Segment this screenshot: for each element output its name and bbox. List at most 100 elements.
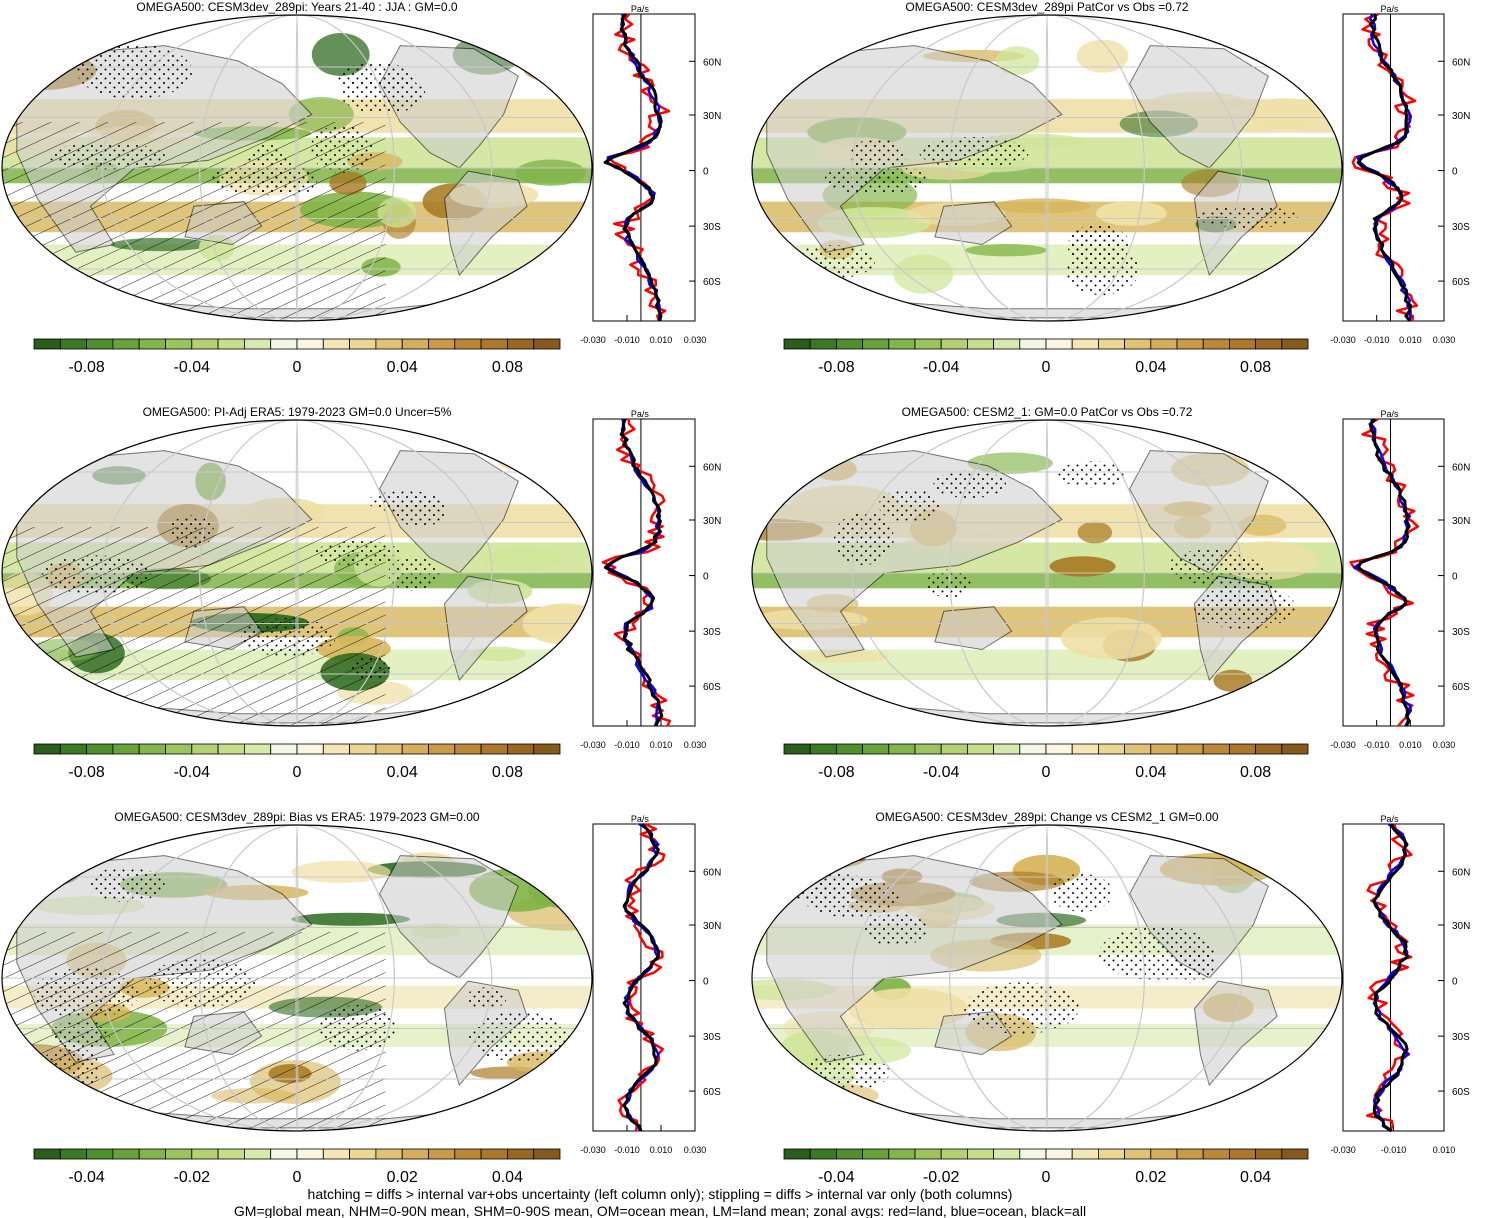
colorbar-box: [533, 338, 561, 350]
zonal-mean-plot: Pa/s 60N 30N 0 30S 60S -0.030 -0.010 0.010 0.030: [580, 409, 721, 750]
field-band: [752, 1023, 1342, 1047]
panel-title: OMEGA500: CESM3dev_289pi: Change vs CESM…: [875, 810, 1219, 824]
colorbar-box: [296, 338, 324, 350]
lat-label: 30N: [703, 921, 721, 932]
graticule-line: [199, 420, 395, 726]
stippling: [1065, 244, 1140, 296]
zonal-x-label: -0.010: [614, 1145, 640, 1155]
stippling: [33, 968, 139, 1019]
zonal-curve: [1349, 417, 1420, 727]
colorbar-box: [914, 743, 942, 755]
colorbar-label: -0.04: [818, 1169, 855, 1186]
field-blob: [796, 650, 889, 663]
zonal-x-label: 0.010: [1433, 1145, 1456, 1155]
colorbar-box: [243, 743, 272, 755]
colorbar-box: [33, 338, 61, 350]
stippling: [77, 44, 193, 100]
colorbar-box: [1255, 743, 1283, 755]
colorbar-box: [375, 743, 403, 755]
colorbar-box: [993, 1148, 1021, 1160]
map: [752, 420, 1342, 726]
footer-line-1: hatching = diffs > internal var+obs unce…: [308, 1186, 1013, 1202]
field-blob: [1049, 556, 1116, 577]
colorbar-box: [1150, 338, 1178, 350]
colorbar-box: [33, 743, 61, 755]
colorbar-box: [888, 743, 916, 755]
stippling: [919, 137, 1029, 169]
field-blob: [472, 646, 526, 662]
zonal-x-label: -0.030: [580, 335, 606, 345]
map-outline: [1, 824, 593, 1132]
colorbar-box: [914, 1148, 942, 1160]
graticule-line: [199, 825, 395, 1131]
stippling: [88, 867, 165, 902]
zonal-curve: [603, 418, 664, 727]
field-blob: [497, 842, 592, 874]
colorbar-box: [165, 338, 193, 350]
map-outline: [1, 14, 593, 322]
zonal-x-label: -0.030: [1330, 335, 1356, 345]
colorbar-box: [862, 338, 890, 350]
colorbar-box: [428, 743, 456, 755]
stippling: [824, 163, 928, 195]
colorbar-box: [836, 338, 864, 350]
colorbar-box: [1019, 1148, 1047, 1160]
colorbar-box: [1098, 1148, 1126, 1160]
colorbar-box: [1071, 1148, 1099, 1160]
colorbar-box: [940, 743, 968, 755]
land-mask: [1193, 980, 1278, 1087]
stippling: [798, 1054, 890, 1091]
stippling: [1194, 585, 1297, 630]
panel-title: OMEGA500: CESM3dev_289pi: Bias vs ERA5: …: [114, 810, 480, 824]
colorbar-label: 0.02: [387, 1169, 418, 1186]
zonal-x-label: 0.030: [1433, 740, 1456, 750]
panel-5: OMEGA500: CESM3dev_289pi: Bias vs ERA5: …: [1, 810, 721, 1186]
colorbar-box: [862, 1148, 890, 1160]
zonal-x-label: -0.030: [580, 1145, 606, 1155]
colorbar-box: [112, 1148, 140, 1160]
colorbar-box: [809, 1148, 837, 1160]
stippling: [41, 555, 152, 594]
zonal-x-label: -0.010: [1381, 1145, 1407, 1155]
field-blob: [893, 254, 954, 294]
field-blob: [542, 856, 575, 883]
lat-label: 30S: [1452, 222, 1470, 233]
colorbar-box: [1255, 1148, 1283, 1160]
colorbar-box: [809, 743, 837, 755]
colorbar-box: [401, 743, 429, 755]
stippling: [40, 1046, 100, 1090]
colorbar-label: -0.04: [174, 764, 211, 781]
zonal-frame: [592, 13, 696, 322]
footer-line-2: GM=global mean, NHM=0-90N mean, SHM=0-90…: [234, 1203, 1086, 1218]
colorbar-label: 0.04: [387, 359, 418, 376]
field-blob: [1095, 200, 1167, 226]
colorbar-box: [138, 1148, 166, 1160]
colorbar-box: [349, 1148, 377, 1160]
zonal-curve: [603, 13, 663, 322]
zonal-curve: [622, 823, 661, 1132]
colorbar: -0.08 -0.04 0 0.04 0.08: [33, 743, 561, 781]
stippling: [319, 1005, 398, 1051]
field-blob: [1213, 669, 1253, 692]
colorbar-box: [243, 1148, 272, 1160]
colorbar-box: [375, 338, 403, 350]
lat-label: 60N: [1452, 867, 1470, 878]
field-blob: [756, 659, 791, 681]
lat-label: 30S: [703, 627, 721, 638]
zonal-unit: Pa/s: [631, 4, 650, 14]
zonal-mean-plot: Pa/s 60N 30N 0 30S 60S -0.030 -0.010 0.010 0.030: [1330, 409, 1470, 750]
map-outline: [751, 419, 1343, 727]
colorbar-label: -0.08: [818, 764, 855, 781]
colorbar-box: [1098, 338, 1126, 350]
field-blob: [965, 244, 1047, 257]
colorbar-box: [270, 743, 298, 755]
lat-label: 30S: [1452, 627, 1470, 638]
colorbar-label: 0: [293, 359, 302, 376]
field-blob: [485, 546, 562, 572]
colorbar-box: [783, 743, 811, 755]
map-outline: [1, 419, 593, 727]
graticule-line: [851, 420, 1243, 726]
colorbar-box: [480, 338, 508, 350]
colorbar-box: [993, 338, 1021, 350]
field-blob: [1248, 98, 1321, 131]
